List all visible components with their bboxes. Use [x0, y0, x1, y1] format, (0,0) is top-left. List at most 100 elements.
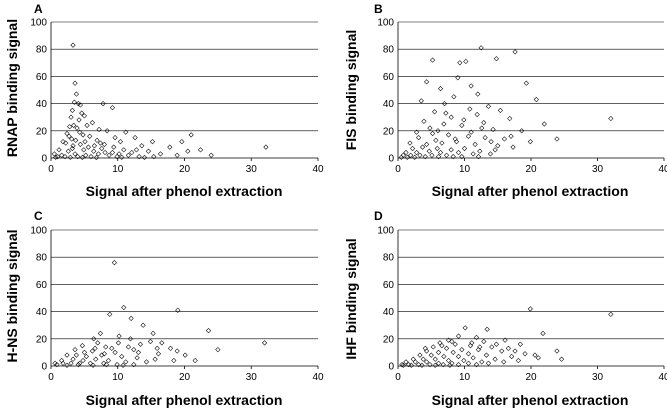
panel-b-data-point — [457, 60, 463, 66]
panel-b-data-point — [435, 128, 441, 134]
panel-d-data-point — [439, 343, 445, 349]
panel-d-data-point — [445, 337, 452, 343]
panel-b-y-tick-label: 20 — [383, 126, 395, 137]
panel-c-data-point — [131, 347, 137, 353]
panel-a-data-point — [70, 42, 76, 48]
panel-a-data-point — [109, 149, 115, 156]
panel-c-data-point — [105, 357, 111, 364]
panel-d-y-tick-label: 80 — [383, 253, 395, 264]
panel-b-data-point — [459, 122, 465, 128]
panel-c-data-point — [125, 344, 132, 350]
panel-d-data-point — [420, 356, 426, 362]
panel-d-data-point — [432, 362, 438, 368]
panel-b-data-point — [407, 140, 413, 146]
panel-b-data-point — [485, 103, 492, 109]
panel-b-data-point — [554, 136, 560, 142]
panel-d-x-tick-label: 20 — [525, 372, 537, 383]
panel-c-data-point — [127, 336, 134, 342]
panel-b-x-axis-label: Signal after phenol extraction — [432, 183, 629, 199]
panel-d-data-point — [477, 344, 483, 350]
panel-d-data-point — [452, 341, 458, 347]
panel-a-data-point — [87, 133, 93, 139]
panel-b-data-point — [608, 115, 614, 122]
panel-b-data-point — [461, 145, 468, 152]
panel-c-data-point — [91, 336, 97, 342]
panel-a-data-point — [72, 80, 78, 86]
panel-c-y-tick-label: 100 — [30, 226, 47, 237]
panel-d-data-point — [465, 351, 472, 357]
panel-a-data-point — [97, 140, 103, 146]
panel-a-data-point — [67, 154, 73, 160]
panel-a-data-point — [93, 155, 99, 161]
panel-c-data-point — [143, 359, 150, 365]
panel-b-data-point — [437, 86, 444, 92]
panel-a-data-point — [109, 105, 115, 111]
panel-d-chart: D IHF binding signal Signal after phenol… — [343, 209, 667, 408]
panel-b-data-point — [459, 154, 465, 160]
panel-b-data-point — [507, 115, 513, 122]
panel-d-data-point — [492, 356, 498, 362]
panel-d-data-point — [400, 362, 406, 368]
panel-a-data-point — [80, 132, 86, 138]
panel-b-data-point — [475, 91, 481, 97]
panel-b-data-point — [420, 144, 426, 150]
panel-a-data-point — [75, 101, 81, 107]
panel-a-y-tick-label: 80 — [36, 45, 48, 56]
panel-a-x-tick-label: 10 — [112, 164, 124, 175]
panel-a-data-point — [106, 152, 112, 158]
panel-b-data-point — [418, 98, 424, 104]
panel-a-data-point — [129, 149, 135, 156]
panel-d-data-point — [502, 337, 508, 343]
panel-c-data-point — [114, 362, 120, 368]
panel-d-data-point — [483, 352, 490, 358]
panel-a-y-tick-label: 0 — [41, 154, 47, 165]
panel-a-data-point — [141, 154, 148, 161]
panel-a-data-point — [69, 107, 75, 113]
panel-b-data-point — [424, 141, 430, 147]
panel-a-data-point — [125, 152, 132, 158]
panel-c-data-point — [121, 304, 127, 311]
panel-a-data-point — [112, 135, 118, 141]
panel-b-data-point — [479, 125, 485, 131]
panel-c-data-point — [192, 357, 198, 364]
panel-d-data-point — [455, 353, 462, 360]
panel-b-data-point — [455, 149, 462, 156]
panel-d-data-point — [428, 352, 434, 358]
panel-d-letter: D — [374, 209, 383, 223]
panel-c-x-tick-label: 10 — [112, 372, 124, 383]
panel-a-data-point — [119, 154, 125, 160]
panel-b-data-point — [433, 137, 439, 143]
panel-b-data-point — [435, 154, 442, 160]
panel-a-data-point — [77, 129, 83, 135]
panel-b-data-point — [422, 154, 428, 160]
panel-a-chart: A RNAP binding signal Signal after pheno… — [4, 2, 324, 199]
panel-d-data-point — [403, 359, 409, 365]
panel-d-data-point — [424, 359, 430, 365]
panel-b-data-point — [527, 139, 533, 145]
panel-d-data-point — [517, 341, 523, 347]
panel-d-data-point — [432, 356, 438, 362]
panel-b-data-point — [443, 110, 449, 116]
panel-a-data-point — [89, 120, 95, 126]
panel-d-data-point — [493, 341, 500, 347]
panel-c-data-point — [205, 328, 212, 334]
panel-c-data-point — [154, 345, 160, 351]
panel-a-data-point — [70, 143, 76, 149]
panel-d-data-point — [427, 362, 433, 368]
panel-d-data-point — [435, 349, 442, 355]
panel-d-data-point — [559, 356, 565, 362]
panel-c-data-point — [116, 333, 122, 339]
panel-c-data-point — [103, 362, 109, 368]
panel-a-data-point — [83, 152, 89, 158]
panel-b-x-tick-label: 30 — [592, 164, 604, 175]
panel-c-x-tick-label: 20 — [179, 372, 191, 383]
panel-b-data-point — [448, 114, 454, 120]
panel-b-data-point — [461, 117, 467, 123]
panel-a-y-tick-label: 100 — [30, 18, 47, 29]
panel-b-data-point — [410, 145, 416, 152]
panel-a-data-point — [116, 151, 122, 157]
panel-d-data-point — [465, 360, 472, 366]
panel-c-data-point — [115, 340, 122, 346]
panel-d-data-point — [440, 362, 446, 368]
panel-d-data-point — [509, 353, 515, 360]
